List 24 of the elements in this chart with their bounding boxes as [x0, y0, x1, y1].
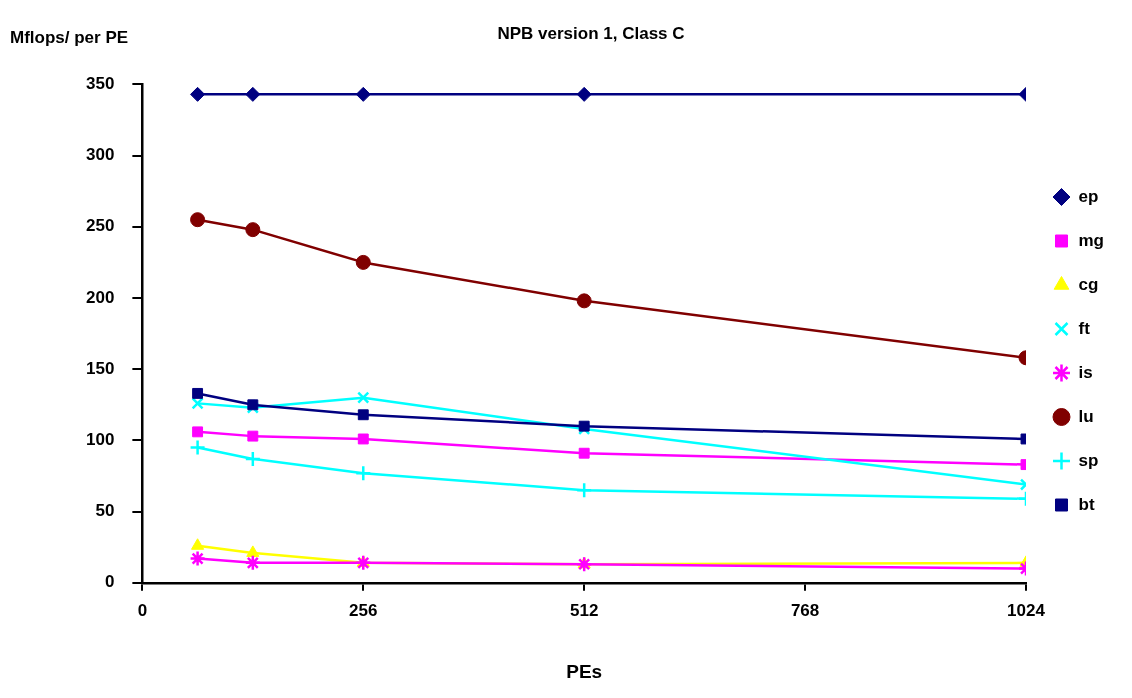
x-tick-label: 768 — [790, 600, 820, 620]
x-tick-label: 0 — [137, 600, 148, 620]
y-tick-label: 350 — [85, 74, 115, 94]
legend-label: mg — [1078, 230, 1104, 250]
x-tick-label: 512 — [569, 600, 599, 620]
y-tick-label: 300 — [85, 145, 115, 165]
y-tick-label: 200 — [85, 287, 115, 307]
legend-label: lu — [1078, 406, 1094, 426]
y-tick-label: 250 — [85, 216, 115, 236]
x-axis-title: PEs — [566, 660, 603, 682]
y-tick-label: 100 — [85, 430, 115, 450]
y-axis-title: Mflops/ per PE — [10, 27, 129, 47]
legend-label: cg — [1078, 274, 1099, 294]
chart-title: NPB version 1, Class C — [497, 23, 685, 43]
x-tick-label: 256 — [349, 600, 378, 620]
legend-label: ep — [1078, 186, 1099, 206]
x-tick-label: 1024 — [1007, 600, 1046, 620]
legend-label: is — [1078, 362, 1093, 382]
legend-label: bt — [1078, 494, 1095, 514]
y-tick-label: 0 — [104, 572, 115, 592]
legend-label: sp — [1078, 450, 1099, 470]
legend-label: ft — [1078, 318, 1091, 338]
y-tick-label: 150 — [85, 358, 115, 378]
y-tick-label: 50 — [95, 501, 115, 521]
